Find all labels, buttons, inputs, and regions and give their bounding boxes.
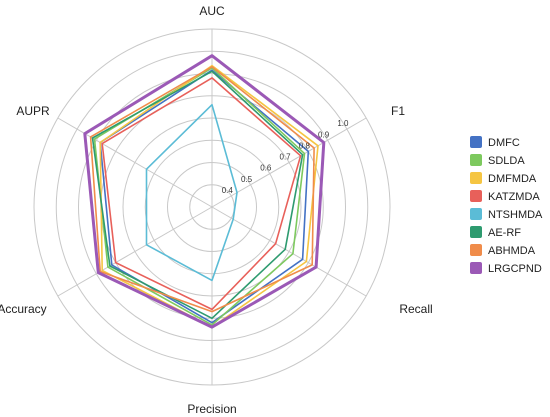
radar-labels: 0.4 0.5 0.6 0.7 0.8 0.9 1.0 AUC F1 Recall Precisio… (0, 4, 433, 416)
legend-swatch (470, 154, 482, 166)
axis-label-f1: F1 (391, 104, 405, 118)
legend-swatch (470, 172, 482, 184)
legend-swatch (470, 244, 482, 256)
axis-label-accuracy: Accuracy (0, 302, 47, 316)
axis-label-precision: Precision (187, 402, 236, 416)
axis-spoke (57, 117, 213, 208)
legend-swatch (470, 190, 482, 202)
legend-swatch (470, 226, 482, 238)
tick-label: 0.9 (318, 130, 330, 139)
radar-grid (33, 28, 391, 386)
legend-label: ABHMDA (488, 245, 536, 257)
axis-label-auc: AUC (199, 4, 225, 18)
legend-label: KATZMDA (488, 191, 540, 203)
legend-label: DMFC (488, 137, 520, 149)
series-line-lrgcpnd (83, 54, 326, 329)
tick-label: 1.0 (337, 119, 349, 128)
legend-swatch (470, 136, 482, 148)
legend-label: NTSHMDA (488, 209, 543, 221)
tick-label: 0.6 (260, 164, 272, 173)
legend-label: AE-RF (488, 227, 521, 239)
radar-series (83, 54, 326, 329)
legend: DMFC SDLDA DMFMDA KATZMDA NTSHMDA AE-RF ABHMDA… (470, 136, 543, 275)
legend-label: SDLDA (488, 155, 525, 167)
legend-label: DMFMDA (488, 173, 537, 185)
legend-swatch (470, 262, 482, 274)
series-line-katzmda (101, 77, 302, 311)
legend-label: LRGCPND (488, 263, 542, 275)
tick-label: 0.7 (280, 153, 292, 162)
tick-label: 0.8 (299, 141, 311, 150)
tick-label: 0.4 (222, 186, 234, 195)
series-line-ntshmda (145, 103, 238, 282)
series-line-ae-rf (91, 70, 304, 320)
axis-spoke (211, 206, 367, 297)
axis-label-recall: Recall (399, 302, 432, 316)
tick-label: 0.5 (241, 175, 253, 184)
series-line-sdlda (93, 67, 306, 326)
series-line-abhmda (89, 66, 315, 313)
legend-swatch (470, 208, 482, 220)
axis-spoke (57, 206, 213, 297)
axis-label-aupr: AUPR (16, 104, 50, 118)
